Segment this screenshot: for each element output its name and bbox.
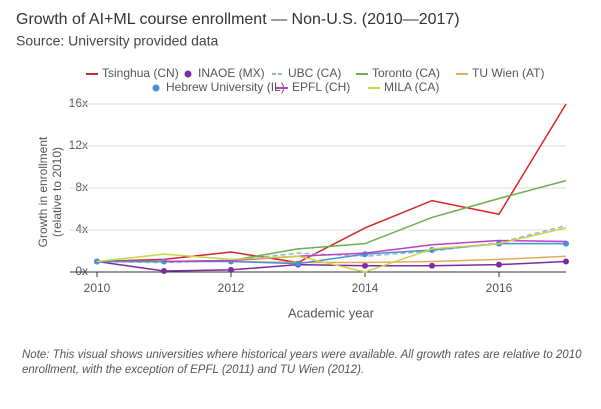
footnote: Note: This visual shows universities whe… <box>22 349 582 376</box>
point <box>563 258 569 265</box>
x-tick-label: 2016 <box>486 281 513 295</box>
point <box>362 251 368 258</box>
legend-label: TU Wien (AT) <box>472 66 544 80</box>
series-line <box>96 260 567 272</box>
legend-label: UBC (CA) <box>288 66 341 80</box>
x-tick-label: 2014 <box>352 281 379 295</box>
y-axis-label: (relative to 2010) <box>50 147 64 237</box>
legend-marker <box>152 84 160 92</box>
x-axis-label: Academic year <box>288 305 375 320</box>
point <box>362 262 368 269</box>
x-tick-label: 2012 <box>218 281 245 295</box>
legend-label: EPFL (CH) <box>292 80 350 94</box>
y-tick-label: 8x <box>75 180 88 194</box>
y-tick-label: 16x <box>69 96 88 110</box>
y-tick-label: 0x <box>75 264 88 278</box>
point <box>429 262 435 269</box>
y-axis-label: Growth in enrollment <box>36 136 50 247</box>
legend-label: Hebrew University (IL) <box>166 80 285 94</box>
point <box>228 266 234 273</box>
legend-label: Tsinghua (CN) <box>102 66 179 80</box>
legend-marker <box>184 70 192 78</box>
x-tick-label: 2010 <box>84 281 111 295</box>
y-tick-label: 12x <box>69 138 88 152</box>
chart: Growth of AI+ML course enrollment — Non-… <box>16 11 569 320</box>
series-line <box>163 239 567 263</box>
y-tick-label: 4x <box>75 222 88 236</box>
series-line <box>97 179 567 263</box>
series-line <box>230 255 567 264</box>
point <box>161 267 167 274</box>
legend-label: MILA (CA) <box>384 80 439 94</box>
chart-title: Growth of AI+ML course enrollment — Non-… <box>16 11 460 28</box>
chart-subtitle: Source: University provided data <box>16 33 219 49</box>
series-line <box>96 227 567 273</box>
point <box>496 261 502 268</box>
legend-label: INAOE (MX) <box>198 66 265 80</box>
point <box>295 260 301 267</box>
series-line <box>96 103 567 264</box>
legend-label: Toronto (CA) <box>372 66 440 80</box>
